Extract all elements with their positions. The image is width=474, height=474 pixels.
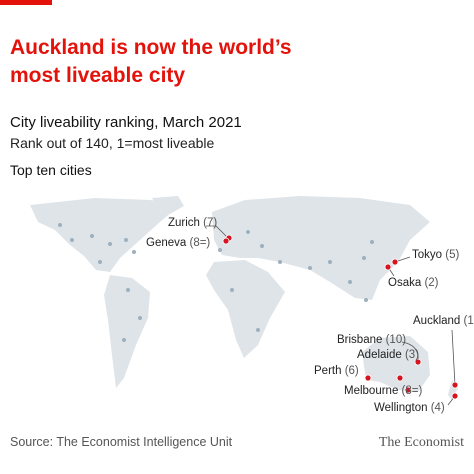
top-city-dot bbox=[396, 374, 404, 382]
city-dot bbox=[122, 338, 126, 342]
top-city-dot bbox=[391, 258, 399, 266]
city-dot bbox=[218, 248, 222, 252]
city-label: Melbourne (8=) bbox=[344, 385, 422, 397]
land bbox=[104, 275, 150, 388]
note: Rank out of 140, 1=most liveable bbox=[10, 135, 215, 151]
city-dot bbox=[98, 260, 102, 264]
top-city-dot bbox=[364, 374, 372, 382]
land bbox=[362, 336, 430, 392]
top-city-dot bbox=[222, 237, 230, 245]
city-dot bbox=[308, 266, 312, 270]
city-dot bbox=[278, 260, 282, 264]
city-dot bbox=[124, 238, 128, 242]
city-label: Auckland (1) bbox=[413, 315, 474, 327]
city-dot bbox=[230, 288, 234, 292]
city-dot bbox=[260, 244, 264, 248]
city-label: Zurich (7) bbox=[168, 217, 217, 229]
top-city-dot bbox=[451, 381, 459, 389]
brand: The Economist bbox=[379, 435, 464, 450]
section-label: Top ten cities bbox=[10, 162, 92, 178]
city-label: Wellington (4) bbox=[374, 402, 445, 414]
city-dot bbox=[364, 298, 368, 302]
accent-bar bbox=[0, 0, 52, 5]
land bbox=[206, 260, 285, 358]
city-label: Tokyo (5) bbox=[412, 249, 459, 261]
city-label: Adelaide (3) bbox=[357, 349, 419, 361]
city-label: Perth (6) bbox=[314, 365, 359, 377]
leader bbox=[206, 225, 231, 241]
land bbox=[30, 198, 180, 272]
city-dot bbox=[70, 238, 74, 242]
top-city-dot bbox=[451, 392, 459, 400]
title-line: most liveable city bbox=[10, 64, 185, 87]
city-dot bbox=[370, 240, 374, 244]
city-dot bbox=[348, 280, 352, 284]
city-dot bbox=[138, 316, 142, 320]
city-label: Osaka (2) bbox=[388, 277, 439, 289]
top-city-dot bbox=[384, 263, 392, 271]
map: Zurich (7) Geneva (8=) Tokyo (5) Osaka (… bbox=[30, 196, 474, 414]
city-dot bbox=[362, 256, 366, 260]
city-label: Brisbane (10) bbox=[337, 334, 406, 346]
city-dot bbox=[90, 234, 94, 238]
city-label: Geneva (8=) bbox=[146, 237, 210, 249]
top-city-dot bbox=[414, 358, 422, 366]
city-dot bbox=[58, 223, 62, 227]
city-dot bbox=[108, 242, 112, 246]
leader bbox=[451, 329, 456, 386]
title-line: Auckland is now the world’s bbox=[10, 36, 292, 59]
land bbox=[212, 196, 430, 300]
top-city-dot bbox=[404, 386, 412, 394]
source: Source: The Economist Intelligence Unit bbox=[10, 435, 233, 449]
subtitle: City liveability ranking, March 2021 bbox=[10, 114, 242, 131]
city-dot bbox=[328, 260, 332, 264]
city-dot bbox=[126, 288, 130, 292]
city-dot bbox=[132, 250, 136, 254]
land bbox=[152, 196, 184, 214]
city-dot bbox=[246, 230, 250, 234]
city-dot bbox=[256, 328, 260, 332]
